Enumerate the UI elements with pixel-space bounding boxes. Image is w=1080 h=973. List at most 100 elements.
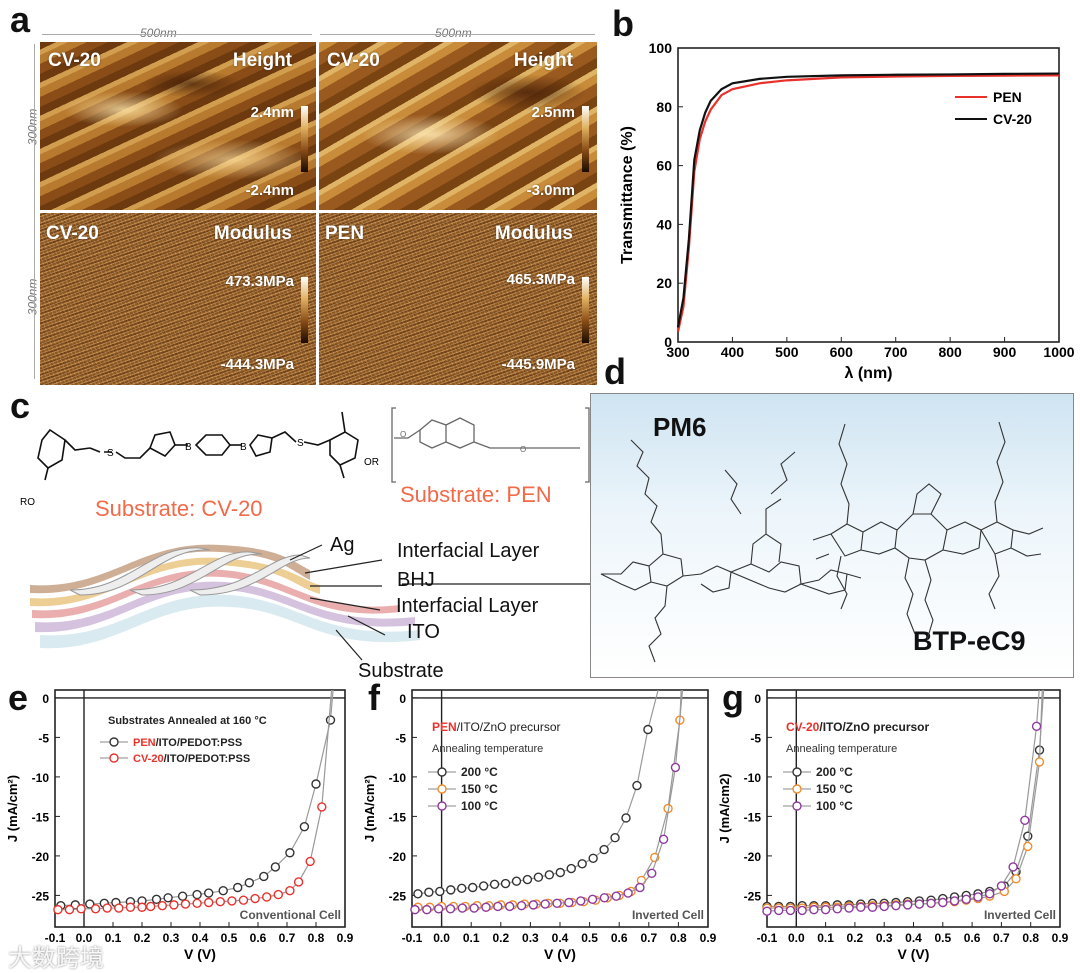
legend-label: 200 °C	[461, 765, 498, 779]
data-point	[446, 885, 456, 895]
layer-label-bhj: BHJ	[397, 569, 435, 591]
data-point	[856, 902, 866, 912]
chart-f: -0.1 0.0 0.1 0.2 0.3 0.4 0.5 0.6 0.7 0.8 0.9 0 -5 -10…	[362, 689, 717, 962]
data-point	[973, 892, 983, 902]
panel-c-drawing: RO OR B B S S O O n	[20, 407, 600, 661]
x-tick-label: 0.5	[221, 931, 238, 945]
data-point	[832, 904, 843, 914]
x-tick-label: 900	[993, 344, 1017, 360]
sample-label: CV-20	[46, 223, 99, 244]
data-point	[938, 897, 948, 908]
x-tick-label: 0.5	[581, 931, 598, 945]
legend-marker	[792, 767, 802, 777]
legend-label: PEN	[993, 89, 1022, 105]
data-point	[435, 886, 445, 897]
x-tick-label: -0.1	[45, 931, 66, 945]
colorbar	[582, 277, 589, 343]
max-label: 2.5nm	[531, 104, 575, 121]
y-tick-label: -25	[744, 889, 762, 903]
y-tick-label: -15	[389, 810, 407, 824]
sample-label: CV-20	[327, 50, 380, 71]
max-label: 473.3MPa	[225, 273, 294, 290]
series-line	[60, 690, 334, 907]
scale-x-label: 500nm	[435, 26, 472, 40]
y-axis-title: J (mA/cm²)	[362, 775, 377, 842]
x-tick-label: 400	[721, 344, 745, 360]
data-point	[293, 877, 304, 887]
x-tick-label: 300	[666, 344, 690, 360]
data-point	[516, 900, 527, 911]
mode-label: Height	[232, 50, 292, 71]
y-tick-label: -20	[744, 850, 762, 864]
x-tick-label: 0.1	[105, 931, 122, 945]
legend-label: 150 °C	[816, 782, 853, 796]
btp-ec9-structure	[812, 421, 1044, 641]
data-point	[1023, 831, 1033, 841]
y-tick-label: 0	[42, 692, 49, 706]
data-point	[1008, 862, 1018, 872]
x-tick-label: 0.4	[192, 931, 209, 945]
legend-title-part: /ITO/ZnO precursor	[457, 720, 561, 734]
data-point	[621, 813, 631, 823]
data-point	[891, 900, 901, 911]
x-axis-title: λ (nm)	[845, 365, 893, 382]
layer-label-ito: ITO	[407, 621, 440, 643]
data-point	[53, 904, 63, 915]
data-point	[478, 881, 489, 891]
data-point	[1031, 721, 1042, 732]
x-tick-label: 0.2	[847, 931, 864, 945]
data-point	[493, 901, 503, 912]
atom-label: O	[400, 430, 406, 439]
data-point	[481, 902, 491, 912]
x-tick-label: 0.8	[308, 931, 325, 945]
pm6-structure	[600, 439, 862, 663]
y-tick-label: 0	[399, 692, 406, 706]
data-point	[125, 902, 136, 912]
data-point	[623, 888, 633, 898]
scale-bar	[320, 34, 595, 35]
watermark: 大数跨境	[8, 945, 104, 972]
data-point	[809, 904, 819, 915]
legend-title: Substrates Annealed at 160 °C	[108, 715, 267, 727]
data-point	[611, 891, 621, 901]
data-point	[203, 888, 214, 898]
data-point	[797, 905, 807, 916]
substrate-pen-label: Substrate: PEN	[400, 482, 552, 507]
panel-letter-g: g	[722, 677, 744, 718]
data-point	[576, 896, 586, 906]
data-point	[635, 882, 645, 893]
atom-label: O	[520, 445, 526, 454]
data-point	[114, 903, 124, 913]
data-point	[215, 897, 226, 907]
y-tick-label: -5	[395, 731, 406, 745]
data-point	[533, 872, 544, 882]
max-label: 465.3MPa	[506, 271, 575, 288]
data-point	[555, 867, 565, 878]
layer-label-ag: Ag	[330, 534, 355, 556]
data-point	[632, 780, 642, 791]
legend-marker	[437, 767, 447, 777]
legend-label-prefix: CV-20	[133, 753, 164, 765]
x-tick-label: 0.6	[611, 931, 628, 945]
data-point	[902, 900, 913, 910]
x-tick-label: 0.4	[552, 931, 569, 945]
data-point	[317, 802, 327, 812]
y-tick-label: -10	[744, 771, 762, 785]
data-point	[996, 881, 1007, 891]
y-tick-label: 0	[664, 334, 672, 350]
y-tick-label: -25	[389, 889, 407, 903]
data-point	[1011, 874, 1021, 884]
afm-height-image-2: CV-20 Height 2.5nm -3.0nm	[319, 42, 597, 210]
data-point	[145, 901, 156, 912]
data-point	[273, 889, 283, 900]
y-axis-title: Transmittance (%)	[619, 126, 636, 264]
x-tick-label: 0.7	[993, 931, 1010, 945]
cell-type-annotation: Inverted Cell	[984, 908, 1056, 922]
y-tick-label: -20	[32, 850, 50, 864]
colorbar	[301, 277, 308, 343]
legend-label-rest: 100 °C	[461, 799, 498, 813]
data-point	[259, 871, 269, 882]
data-point	[169, 900, 179, 910]
data-point	[192, 898, 202, 908]
x-tick-label: 500	[775, 344, 799, 360]
